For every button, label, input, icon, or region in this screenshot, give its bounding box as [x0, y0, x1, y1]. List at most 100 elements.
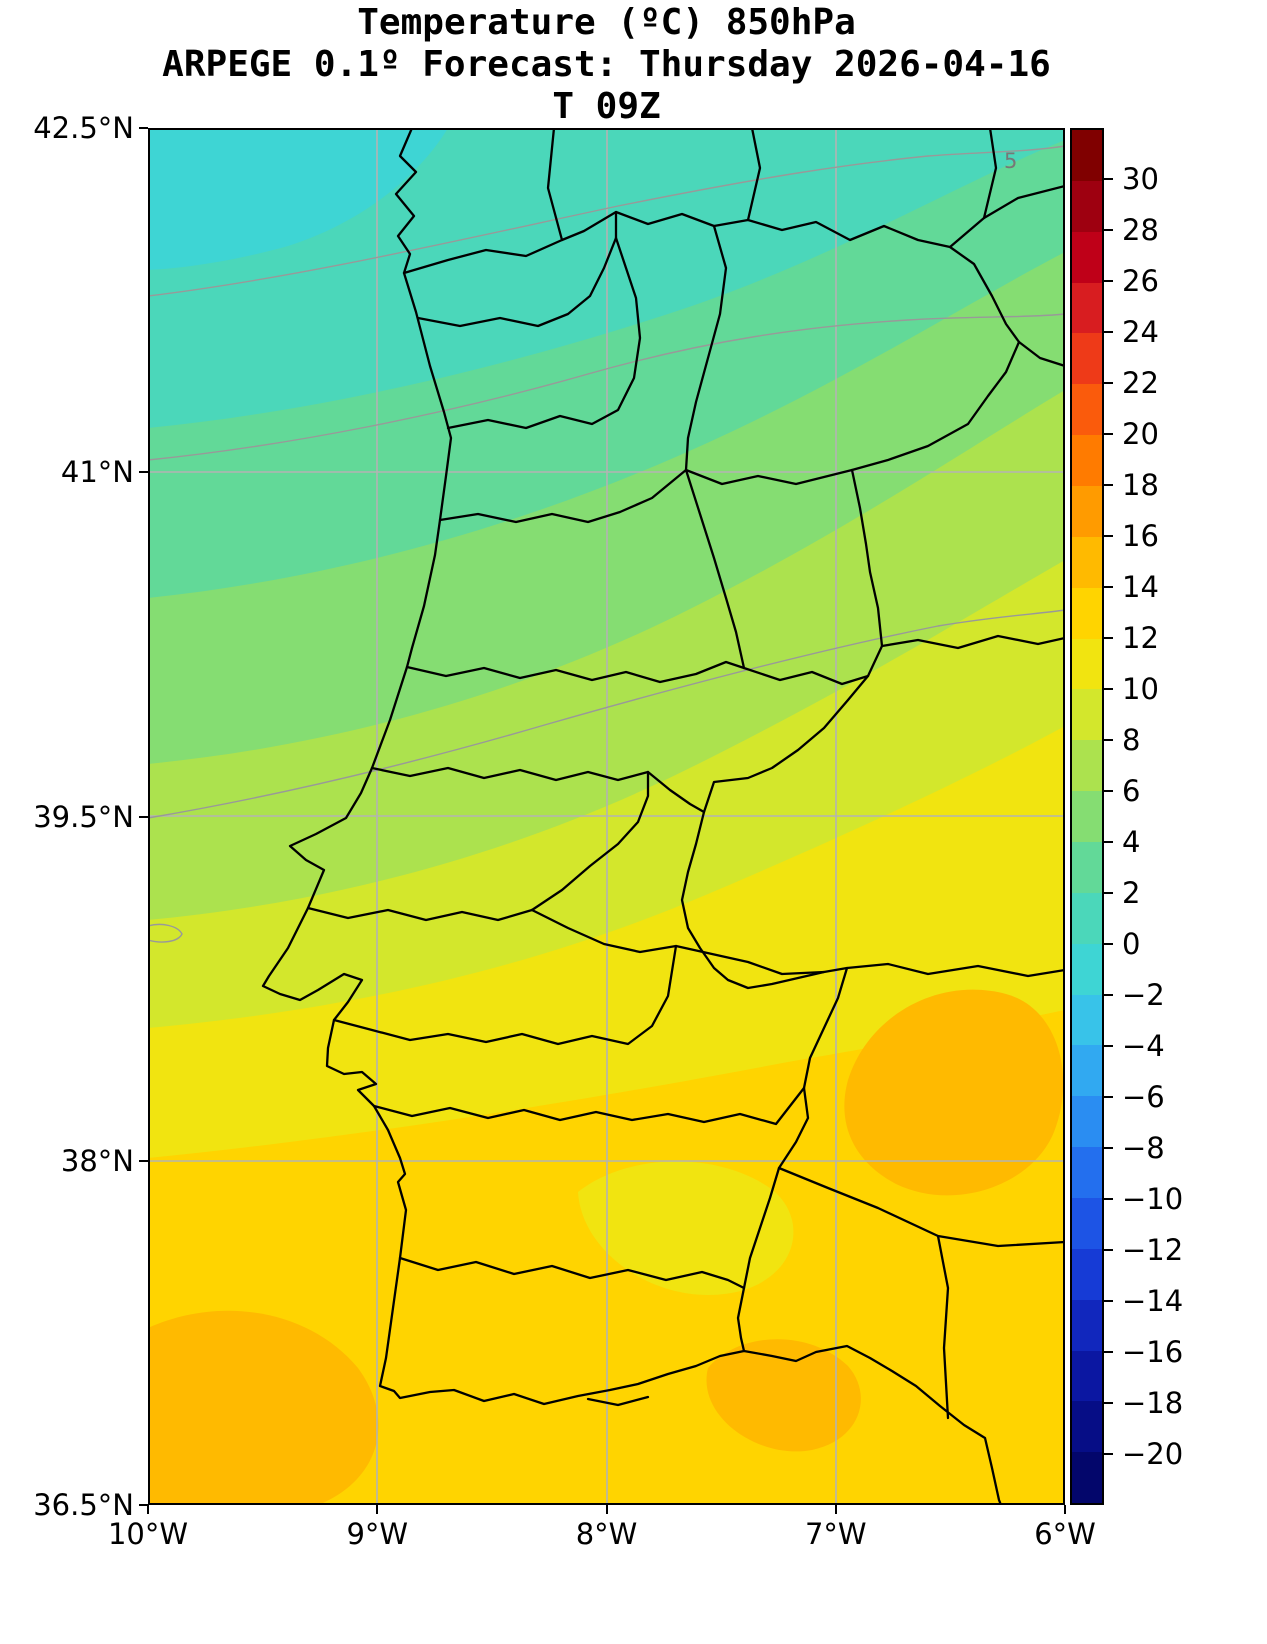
colorbar-cell [1072, 791, 1102, 843]
district-boundary [416, 210, 618, 328]
colorbar-cell [1072, 1401, 1102, 1453]
chart-title: Temperature (ºC) 850hPa [357, 2, 856, 43]
colorbar [1070, 128, 1104, 1505]
colorbar-cell [1072, 486, 1102, 537]
district-boundary [646, 770, 706, 814]
colorbar-tick-mark [1104, 1453, 1113, 1455]
colorbar-cell [1072, 689, 1102, 741]
y-tick-mark [139, 1159, 148, 1162]
colorbar-cell [1072, 536, 1102, 588]
y-tick-mark [139, 1504, 148, 1506]
colorbar-cell [1072, 1096, 1102, 1148]
colorbar-cell [1072, 587, 1102, 639]
x-tick-mark [605, 1505, 608, 1514]
contour-lines [147, 145, 1066, 943]
colorbar-tick-label: 30 [1122, 162, 1159, 196]
colorbar-tick-mark [1104, 841, 1113, 843]
x-tick-label: 10°W [107, 1517, 189, 1551]
colorbar-tick-mark [1104, 484, 1113, 486]
pt-es-border [402, 210, 1021, 1353]
colorbar-tick-label: −20 [1122, 1437, 1184, 1471]
colorbar-tick-label: 22 [1122, 366, 1159, 400]
colorbar-cell [1072, 842, 1102, 893]
colorbar-tick-label: 14 [1122, 570, 1159, 604]
colorbar-tick-label: 8 [1122, 723, 1141, 757]
colorbar-cell [1072, 994, 1102, 1046]
colorbar-gradient [1072, 130, 1102, 1504]
colorbar-tick-label: −10 [1122, 1182, 1184, 1216]
colorbar-tick-labels: 30 28 26 24 22 20 18 16 14 12 10 8 6 4 2 0 −2 −4 −6 −8 −10 −1… [1104, 128, 1267, 1505]
colorbar-tick-mark [1104, 1351, 1113, 1353]
field-warm-pocket-sw [148, 1310, 379, 1505]
province-boundary [746, 126, 762, 222]
province-boundary [880, 634, 1067, 650]
colorbar-tick-label: −6 [1122, 1080, 1165, 1114]
x-tick-mark [1064, 1505, 1066, 1514]
colorbar-tick-mark [1104, 1300, 1113, 1302]
colorbar-cell [1072, 384, 1102, 436]
colorbar-tick-mark [1104, 331, 1113, 333]
colorbar-tick-mark [1104, 1249, 1113, 1251]
x-tick-mark [376, 1505, 379, 1514]
province-boundary [948, 184, 1067, 249]
colorbar-cell [1072, 1045, 1102, 1097]
district-boundary [405, 660, 746, 684]
colorbar-tick-mark [1104, 1198, 1113, 1200]
colorbar-tick-label: 10 [1122, 672, 1159, 706]
colorbar-cell [1072, 1248, 1102, 1300]
colorbar-tick-mark [1104, 433, 1113, 435]
x-tick-label: 9°W [346, 1517, 409, 1551]
province-boundary [982, 126, 998, 220]
field-warm-pocket-south [706, 1339, 861, 1452]
colorbar-tick-label: 6 [1122, 774, 1141, 808]
colorbar-tick-mark [1104, 1096, 1113, 1098]
province-boundary [845, 962, 1067, 978]
district-boundary [742, 666, 870, 686]
coastline [261, 126, 1003, 1507]
colorbar-tick-label: 24 [1122, 315, 1159, 349]
colorbar-cell [1072, 231, 1102, 283]
colorbar-cell [1072, 130, 1102, 181]
x-tick-mark [834, 1505, 837, 1514]
contour-label: 5 [1004, 149, 1017, 173]
field-warm-pocket-se [844, 989, 1064, 1196]
colorbar-tick-mark [1104, 229, 1113, 231]
colorbar-cell [1072, 333, 1102, 385]
district-boundary [684, 224, 728, 472]
colorbar-tick-label: −18 [1122, 1386, 1184, 1420]
colorbar-tick-mark [1104, 1045, 1113, 1047]
colorbar-tick-label: −2 [1122, 978, 1165, 1012]
colorbar-cell [1072, 435, 1102, 487]
colorbar-tick-label: 2 [1122, 876, 1141, 910]
chart-subtitle-forecast: ARPEGE 0.1º Forecast: Thursday 2026-04-1… [162, 44, 1051, 127]
x-tick-label: 8°W [575, 1517, 638, 1551]
x-tick-label: 7°W [804, 1517, 867, 1551]
colorbar-tick-label: 16 [1122, 519, 1159, 553]
field-cool-pocket-alentejo [578, 1161, 794, 1295]
y-tick-label: 41°N [60, 455, 134, 490]
y-tick-label: 36.5°N [33, 1488, 134, 1522]
y-tick-mark [139, 815, 148, 818]
district-boundary [446, 236, 642, 430]
x-axis-longitude: 10°W 9°W 8°W 7°W 6°W [108, 1505, 1096, 1585]
colorbar-tick-label: −14 [1122, 1284, 1184, 1318]
field-band--2-0 [148, 128, 448, 270]
colorbar-tick-mark [1104, 1147, 1113, 1149]
district-boundary [332, 944, 678, 1046]
colorbar-cell [1072, 1198, 1102, 1249]
colorbar-tick-label: −4 [1122, 1029, 1165, 1063]
colorbar-tick-mark [1104, 178, 1113, 180]
map-area: 5 [147, 126, 1067, 1507]
colorbar-cell [1072, 638, 1102, 690]
colorbar-cell [1072, 180, 1102, 232]
colorbar-tick-label: 4 [1122, 825, 1141, 859]
province-boundary [546, 126, 564, 242]
colorbar-tick-mark [1104, 739, 1113, 741]
x-tick-label: 6°W [1034, 1517, 1096, 1551]
colorbar-tick-mark [1104, 1402, 1113, 1404]
map-frame [148, 128, 1065, 1505]
coastline-detail-lagoon [586, 1395, 650, 1407]
colorbar-tick-mark [1104, 382, 1113, 384]
district-boundary [306, 906, 534, 922]
